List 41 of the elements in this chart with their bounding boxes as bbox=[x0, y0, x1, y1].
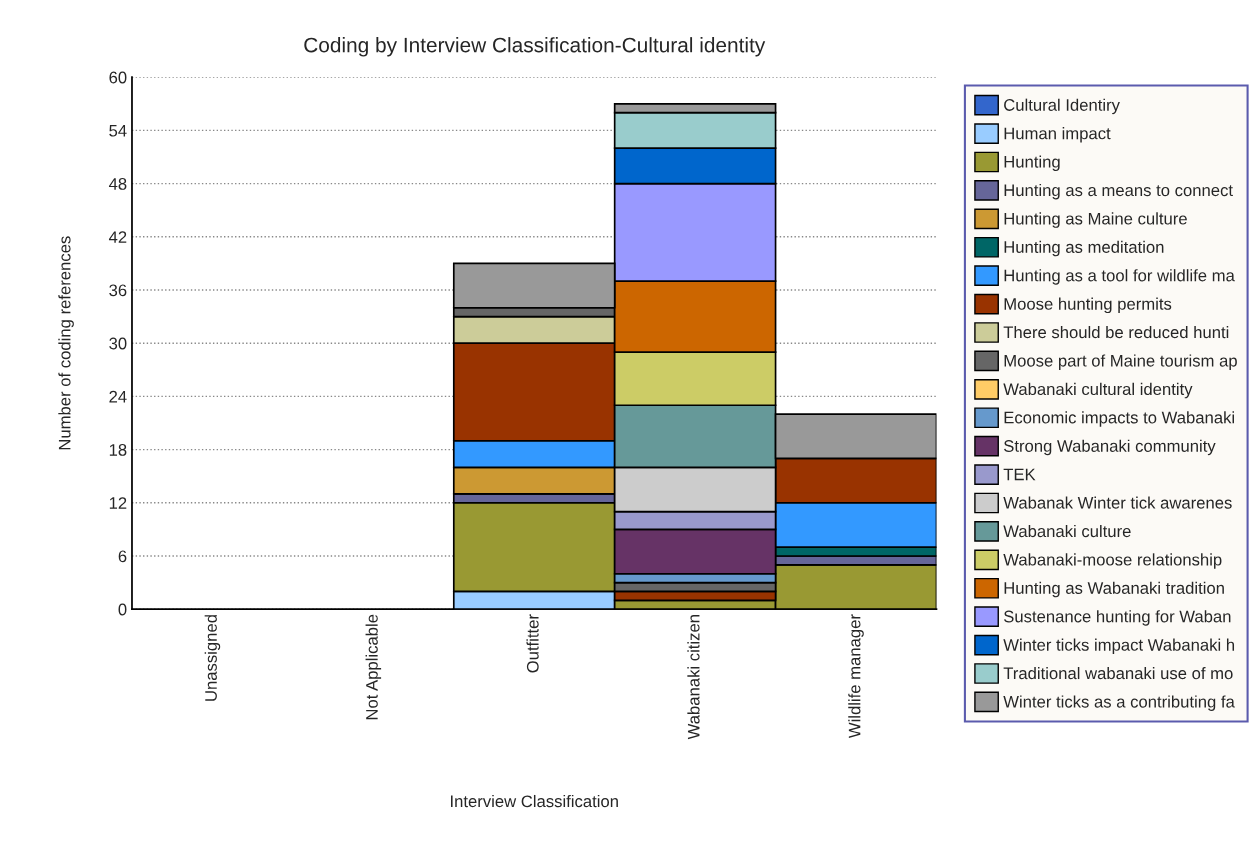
y-tick-label: 0 bbox=[118, 603, 127, 616]
legend-label: Wabanak Winter tick awarenes bbox=[1003, 496, 1232, 509]
legend-label: Moose hunting permits bbox=[1004, 297, 1172, 314]
x-tick-label: Wabanaki citizen bbox=[687, 615, 700, 740]
legend-label: Traditional wabanaki use of mo bbox=[1003, 666, 1233, 680]
y-tick-label: 30 bbox=[109, 337, 127, 350]
legend-label: Sustenance hunting for Waban bbox=[1004, 610, 1231, 626]
legend-label: There should be reduced hunti bbox=[1003, 325, 1229, 339]
x-tick-label: Unassigned bbox=[204, 615, 221, 701]
legend-label: Hunting as meditation bbox=[1004, 240, 1164, 257]
legend-label: Hunting as Wabanaki tradition bbox=[1004, 581, 1224, 598]
y-tick-label: 6 bbox=[118, 550, 127, 563]
y-tick-label: 48 bbox=[108, 178, 127, 190]
legend-label: Hunting as a means to connect bbox=[1004, 183, 1233, 200]
legend-label: Human impact bbox=[1004, 127, 1111, 143]
y-tick-label: 24 bbox=[109, 390, 127, 403]
legend-label: TEK bbox=[1003, 468, 1036, 481]
legend-label: Wabanaki-moose relationship bbox=[1003, 553, 1222, 569]
x-tick-label: Not Applicable bbox=[365, 614, 382, 720]
x-tick-label: Wildlife manager bbox=[848, 614, 864, 739]
x-axis-title: Interview Classification bbox=[451, 794, 618, 808]
legend-label: Cultural Identiry bbox=[1004, 98, 1120, 115]
legend-label: Hunting bbox=[1004, 155, 1060, 172]
y-tick-label: 12 bbox=[109, 497, 127, 509]
legend-label: Hunting as a tool for wildlife ma bbox=[1004, 269, 1235, 285]
legend-label: Wabanaki cultural identity bbox=[1003, 382, 1193, 399]
y-tick-label: 60 bbox=[109, 71, 127, 84]
y-axis-title: Number of coding references bbox=[58, 236, 74, 450]
legend-label: Winter ticks impact Wabanaki h bbox=[1003, 638, 1235, 655]
legend-label: Strong Wabanaki community bbox=[1004, 439, 1216, 456]
chart-title: Coding by Interview Classification-Cultural identity bbox=[304, 37, 766, 57]
legend-label: Moose part of Maine tourism ap bbox=[1004, 354, 1237, 370]
legend-label: Hunting as Maine culture bbox=[1004, 212, 1187, 228]
y-tick-label: 54 bbox=[109, 124, 127, 137]
x-tick-label: Outfitter bbox=[526, 614, 539, 673]
y-tick-label: 18 bbox=[109, 443, 127, 456]
legend-label: Wabanaki culture bbox=[1003, 524, 1131, 538]
legend-label: Economic impacts to Wabanaki bbox=[1004, 411, 1234, 427]
y-tick-label: 42 bbox=[108, 231, 127, 243]
legend-label: Winter ticks as a contributing fa bbox=[1003, 695, 1235, 711]
y-tick-label: 36 bbox=[109, 284, 127, 297]
